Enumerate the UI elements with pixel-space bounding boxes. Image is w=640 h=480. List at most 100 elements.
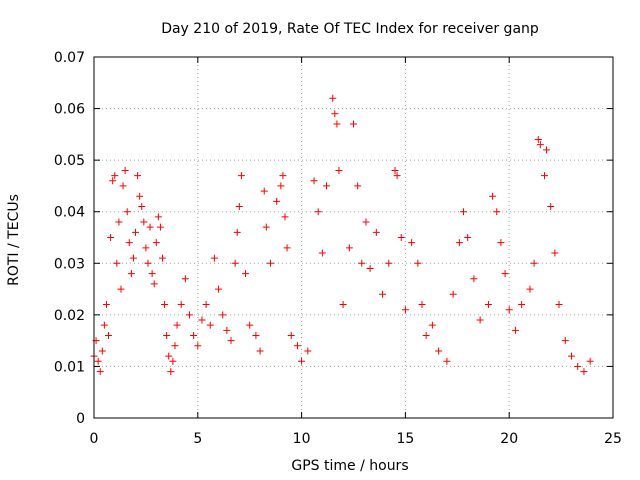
data-point (547, 203, 555, 211)
data-point (281, 213, 289, 221)
data-point (379, 290, 387, 298)
data-point (252, 331, 260, 339)
y-tick-label: 0.05 (54, 153, 85, 169)
y-tick-label: 0.01 (54, 359, 85, 375)
data-point (385, 259, 393, 267)
data-point (132, 228, 140, 236)
data-point (393, 172, 401, 180)
data-point (536, 141, 544, 149)
data-point (105, 331, 113, 339)
data-point (242, 270, 250, 278)
data-point (526, 285, 534, 293)
data-point (443, 357, 451, 365)
data-point (329, 94, 337, 102)
data-point (414, 259, 422, 267)
data-point (96, 368, 104, 376)
data-point (555, 301, 563, 309)
data-point (152, 239, 160, 247)
data-point (206, 321, 214, 329)
data-point (235, 203, 243, 211)
data-point (505, 306, 513, 314)
data-point (518, 301, 526, 309)
data-point (260, 187, 268, 195)
y-tick-label: 0.07 (54, 50, 85, 66)
data-point (501, 270, 509, 278)
data-point (345, 244, 353, 252)
plot-frame (93, 56, 614, 419)
data-point (489, 192, 497, 200)
data-point (136, 192, 144, 200)
data-point (511, 326, 519, 334)
data-point (246, 321, 254, 329)
y-tick-label: 0.06 (54, 102, 85, 118)
data-point (358, 259, 366, 267)
data-point (117, 285, 125, 293)
x-tick-label: 0 (90, 431, 99, 447)
data-point (215, 285, 223, 293)
data-point (561, 337, 569, 345)
x-axis-label: GPS time / hours (291, 458, 408, 474)
data-point (333, 120, 341, 128)
data-point (154, 213, 162, 221)
y-tick-label: 0 (76, 411, 85, 427)
data-point (227, 337, 235, 345)
data-point (167, 368, 175, 376)
data-point (497, 239, 505, 247)
data-point (100, 321, 108, 329)
y-tick-label: 0.04 (54, 205, 85, 221)
data-point (144, 259, 152, 267)
data-point (391, 166, 399, 174)
data-point (484, 301, 492, 309)
data-point (543, 146, 551, 154)
data-point (277, 182, 285, 190)
data-point (287, 331, 295, 339)
data-point (323, 182, 331, 190)
data-point (293, 342, 301, 350)
data-point (219, 311, 227, 319)
axis-ticks: 0 0.01 0.02 0.03 0.04 0.05 0.06 0.07 0 5 10 15 20 25 (54, 50, 622, 447)
data-point (171, 342, 179, 350)
data-point (460, 208, 468, 216)
data-point (129, 254, 137, 262)
data-point (107, 234, 115, 241)
data-point (493, 208, 501, 216)
x-tick-label: 10 (293, 431, 311, 447)
data-point (138, 203, 146, 211)
data-point (586, 357, 594, 365)
data-point (435, 347, 443, 355)
data-point (194, 342, 202, 350)
points (90, 94, 594, 376)
data-point (185, 311, 193, 319)
data-point (318, 249, 326, 257)
data-point (372, 228, 380, 236)
data-point (366, 264, 374, 272)
data-point (476, 316, 484, 324)
data-point (335, 166, 343, 174)
data-point (464, 234, 472, 241)
x-tick-label: 5 (193, 431, 202, 447)
data-point (150, 280, 158, 288)
data-point (397, 234, 405, 241)
data-point (534, 136, 542, 144)
data-point (574, 362, 582, 370)
data-point (181, 275, 189, 283)
data-point (156, 223, 164, 231)
y-axis-label: ROTI / TECUs (6, 194, 22, 286)
data-point (148, 270, 156, 278)
data-point (331, 110, 339, 118)
x-tick-label: 25 (604, 431, 622, 447)
data-point (119, 182, 127, 190)
data-point (115, 218, 123, 226)
data-point (127, 270, 135, 278)
data-point (580, 368, 588, 376)
data-point (233, 228, 241, 236)
data-point (146, 223, 154, 231)
data-point (210, 254, 218, 262)
data-point (109, 177, 117, 185)
data-point (418, 301, 426, 309)
data-point (362, 218, 370, 226)
grid (94, 57, 613, 418)
data-point (455, 239, 463, 247)
data-point (449, 290, 457, 298)
data-point (266, 259, 274, 267)
